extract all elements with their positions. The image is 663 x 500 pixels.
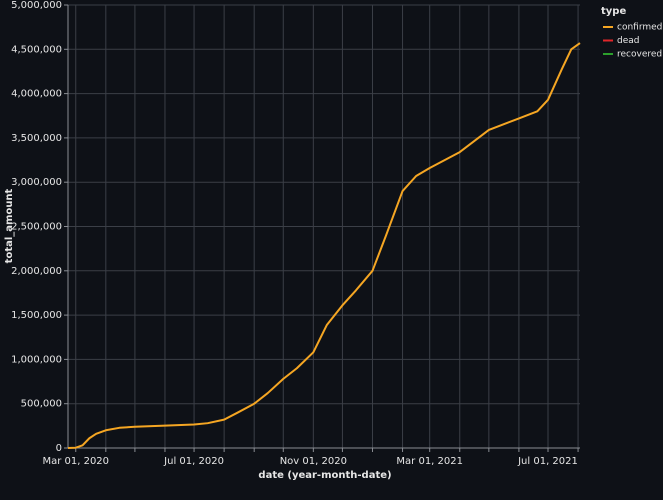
y-tick-label: 0 xyxy=(56,443,62,454)
y-tick-label: 3,000,000 xyxy=(11,177,62,188)
y-tick-label: 4,500,000 xyxy=(11,44,62,55)
y-tick-label: 5,000,000 xyxy=(11,0,62,11)
y-tick-label: 1,000,000 xyxy=(11,354,62,365)
x-axis-title: date (year-month-date) xyxy=(258,470,391,481)
y-tick-label: 3,500,000 xyxy=(11,133,62,144)
y-axis-title: total_amount xyxy=(4,188,15,263)
legend-title: type xyxy=(601,6,626,17)
x-tick-label: Mar 01, 2020 xyxy=(42,456,109,467)
legend-label: recovered xyxy=(617,50,662,60)
data-line xyxy=(67,42,581,449)
x-tick-label: Jul 01, 2020 xyxy=(163,456,224,467)
x-tick-label: Nov 01, 2020 xyxy=(280,456,347,467)
x-tick-label: Mar 01, 2021 xyxy=(396,456,463,467)
y-tick-label: 4,000,000 xyxy=(11,89,62,100)
y-tick-label: 2,000,000 xyxy=(11,266,62,277)
y-tick-label: 1,500,000 xyxy=(11,310,62,321)
x-tick-label: Jul 01, 2021 xyxy=(517,456,578,467)
legend-label: dead xyxy=(617,36,639,46)
legend-label: confirmed xyxy=(617,23,662,33)
y-tick-label: 500,000 xyxy=(21,399,62,410)
y-tick-label: 2,500,000 xyxy=(11,222,62,233)
